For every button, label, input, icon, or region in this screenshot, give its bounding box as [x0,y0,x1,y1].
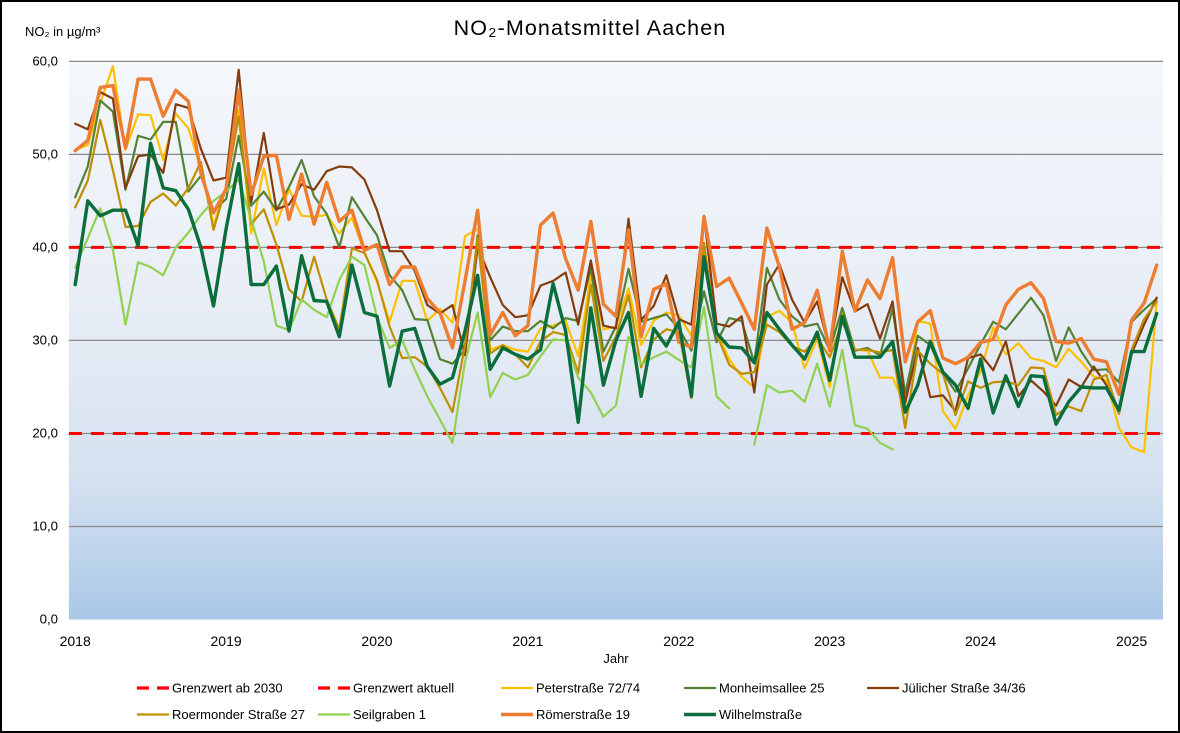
svg-text:30,0: 30,0 [32,332,58,347]
svg-text:20,0: 20,0 [32,426,58,441]
svg-text:NO₂-Monatsmittel Aachen: NO₂-Monatsmittel Aachen [454,16,727,40]
svg-text:2024: 2024 [965,633,996,649]
svg-text:2019: 2019 [211,633,242,649]
svg-text:Jülicher Straße 34/36: Jülicher Straße 34/36 [902,681,1026,696]
svg-text:Römerstraße 19: Römerstraße 19 [536,707,630,722]
svg-text:Grenzwert ab 2030: Grenzwert ab 2030 [172,681,283,696]
svg-text:Grenzwert aktuell: Grenzwert aktuell [353,681,454,696]
svg-text:60,0: 60,0 [32,53,58,68]
svg-text:2021: 2021 [512,633,543,649]
svg-text:Seilgraben 1: Seilgraben 1 [353,707,426,722]
svg-text:2023: 2023 [814,633,845,649]
svg-text:2022: 2022 [663,633,694,649]
svg-text:40,0: 40,0 [32,239,58,254]
svg-text:Roermonder Straße 27: Roermonder Straße 27 [172,707,305,722]
svg-text:Monheimsallee 25: Monheimsallee 25 [719,681,825,696]
svg-text:Jahr: Jahr [603,651,629,666]
svg-text:NO₂ in µg/m³: NO₂ in µg/m³ [25,24,101,39]
svg-text:2025: 2025 [1116,633,1147,649]
svg-text:10,0: 10,0 [32,519,58,534]
svg-text:2020: 2020 [361,633,392,649]
svg-text:50,0: 50,0 [32,146,58,161]
svg-text:Wilhelmstraße: Wilhelmstraße [719,707,802,722]
svg-text:Peterstraße 72/74: Peterstraße 72/74 [536,681,640,696]
svg-text:0,0: 0,0 [40,612,58,627]
svg-text:2018: 2018 [60,633,91,649]
